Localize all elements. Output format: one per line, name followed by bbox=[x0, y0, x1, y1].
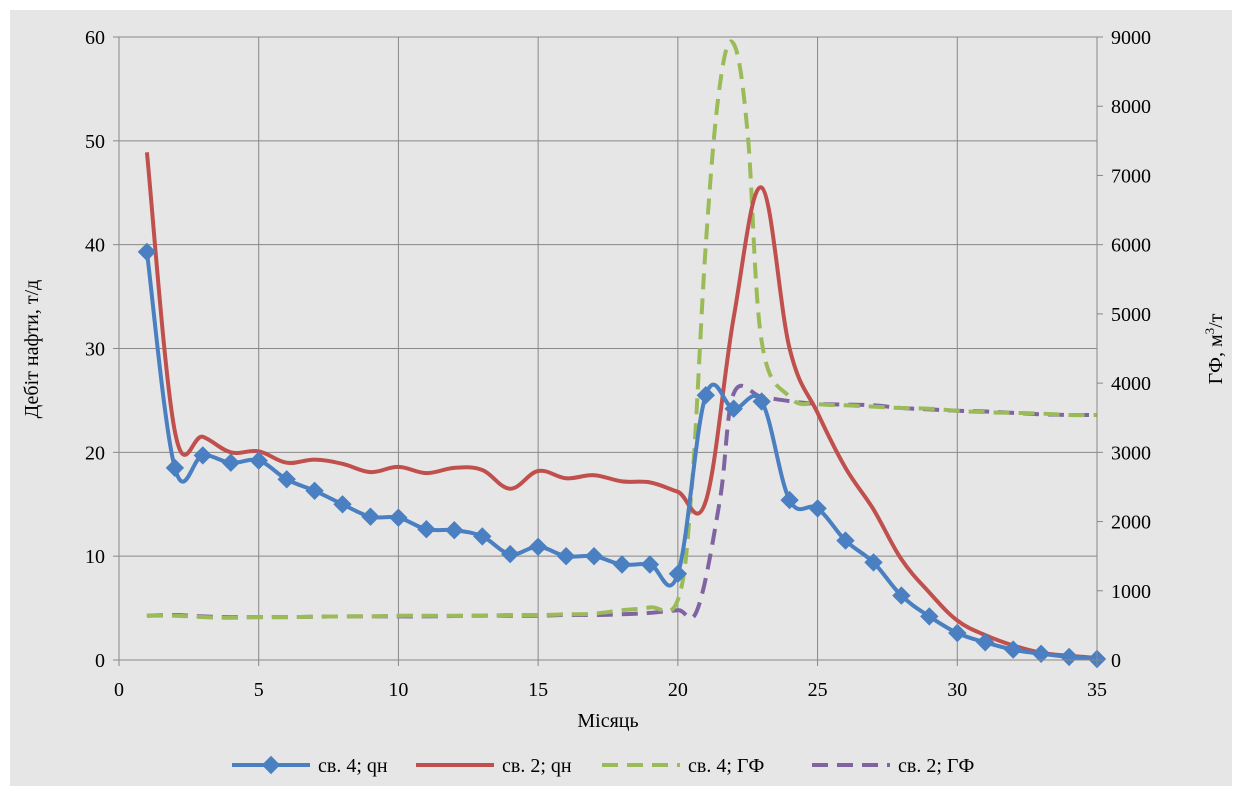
data-point-s4-qn bbox=[612, 555, 632, 574]
grid bbox=[118, 36, 1098, 661]
y-right-tick-label: 9000 bbox=[1111, 27, 1151, 49]
y-axis-left-title: Дебіт нафти, т/д bbox=[21, 280, 43, 419]
legend-marker-s4-qn bbox=[261, 755, 281, 775]
data-point-s4-qn bbox=[1004, 640, 1023, 659]
y-right-tick-label: 3000 bbox=[1111, 442, 1151, 464]
data-point-s4-qn bbox=[249, 451, 268, 470]
data-point-s4-qn bbox=[668, 564, 688, 583]
x-tick-label: 15 bbox=[528, 679, 548, 701]
data-point-s4-qn bbox=[305, 481, 324, 500]
axes: 0 5 10 15 20 25 30 3501020304050600100020003000… bbox=[85, 27, 1151, 701]
data-point-s4-qn bbox=[864, 553, 883, 572]
data-point-s4-qn bbox=[277, 470, 296, 489]
data-point-s4-qn bbox=[333, 495, 352, 514]
data-point-s4-qn bbox=[1059, 647, 1079, 667]
data-point-s4-qn bbox=[361, 507, 380, 526]
y-right-tick-label: 7000 bbox=[1111, 165, 1151, 187]
y-right-tick-label: 1000 bbox=[1111, 581, 1151, 603]
series-line-s4-gf bbox=[146, 39, 1098, 620]
data-point-s4-qn bbox=[556, 547, 576, 566]
y-right-tick-label: 6000 bbox=[1111, 235, 1151, 257]
data-point-s4-qn bbox=[836, 531, 855, 550]
y-right-tick-label: 8000 bbox=[1111, 96, 1151, 118]
y-left-tick-label: 40 bbox=[85, 235, 105, 257]
y-axis-right-title: ГФ, м3/т bbox=[1202, 313, 1227, 384]
x-tick-label: 10 bbox=[388, 679, 408, 701]
data-point-s4-qn bbox=[780, 490, 799, 510]
x-tick-label: 25 bbox=[808, 679, 828, 701]
data-point-s4-qn bbox=[165, 458, 185, 478]
data-point-s4-qn bbox=[193, 446, 212, 465]
data-point-s4-qn bbox=[221, 453, 240, 472]
x-tick-label: 20 bbox=[668, 679, 688, 701]
data-point-s4-qn bbox=[137, 242, 157, 262]
data-point-s4-qn bbox=[445, 521, 464, 540]
x-tick-label: 35 bbox=[1087, 679, 1107, 701]
data-point-s4-qn bbox=[501, 544, 520, 564]
y-right-tick-label: 4000 bbox=[1111, 373, 1151, 395]
y-left-tick-label: 60 bbox=[85, 27, 105, 49]
data-point-s4-qn bbox=[528, 537, 548, 556]
chart-background bbox=[10, 10, 1232, 786]
y-left-tick-label: 10 bbox=[85, 546, 105, 568]
data-point-s4-qn bbox=[892, 586, 911, 605]
y-right-tick-label: 2000 bbox=[1111, 512, 1151, 534]
y-left-tick-label: 0 bbox=[95, 650, 105, 672]
x-tick-label: 5 bbox=[254, 679, 264, 701]
data-point-s4-qn bbox=[389, 508, 408, 527]
x-tick-label: 0 bbox=[114, 679, 124, 701]
y-left-tick-label: 50 bbox=[85, 131, 105, 153]
data-point-s4-qn bbox=[584, 547, 604, 566]
data-point-s4-qn bbox=[640, 555, 660, 574]
data-point-s4-qn bbox=[920, 607, 939, 626]
data-point-s4-qn bbox=[752, 392, 771, 411]
data-point-s4-qn bbox=[696, 386, 715, 405]
legend-label-s4-gf: св. 4; ГФ bbox=[688, 755, 764, 777]
legend: св. 4; qн св. 2; qн св. 4; ГФ св. 2; ГФ bbox=[232, 755, 974, 777]
data-point-s4-qn bbox=[1031, 644, 1051, 663]
legend-label-s2-gf: св. 2; ГФ bbox=[898, 755, 974, 777]
data-point-s4-qn bbox=[473, 527, 492, 546]
x-axis-title: Місяць bbox=[577, 710, 638, 732]
x-tick-label: 30 bbox=[947, 679, 967, 701]
data-point-s4-qn bbox=[976, 633, 995, 652]
data-point-s4-qn bbox=[417, 520, 436, 539]
y-axis-right-title-tail: /т bbox=[1205, 313, 1227, 328]
y-axis-right-title-main: ГФ, м bbox=[1205, 334, 1227, 384]
legend-label-s2-qn: св. 2; qн bbox=[502, 755, 572, 777]
series-line-s2-qn bbox=[144, 152, 1098, 660]
y-axis-right-title-sup: 3 bbox=[1202, 328, 1217, 335]
y-right-tick-label: 0 bbox=[1111, 650, 1121, 672]
legend-label-s4-qn: св. 4; qн bbox=[318, 755, 388, 777]
data-point-s4-qn bbox=[948, 623, 967, 643]
y-right-tick-label: 5000 bbox=[1111, 304, 1151, 326]
y-left-tick-label: 30 bbox=[85, 339, 105, 361]
data-point-s4-qn bbox=[724, 399, 743, 418]
y-left-tick-label: 20 bbox=[85, 442, 105, 464]
